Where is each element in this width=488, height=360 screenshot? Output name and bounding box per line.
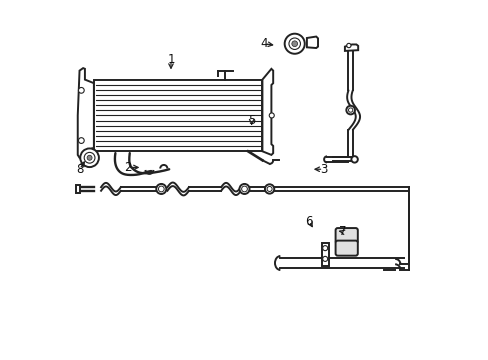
Polygon shape <box>306 37 317 48</box>
Circle shape <box>284 34 304 54</box>
Bar <box>94 80 262 151</box>
Text: 3: 3 <box>319 163 326 176</box>
Circle shape <box>346 106 354 114</box>
Bar <box>76 185 80 193</box>
Circle shape <box>80 148 99 167</box>
Circle shape <box>156 184 166 194</box>
Circle shape <box>87 155 92 160</box>
Text: 7: 7 <box>339 225 346 238</box>
Circle shape <box>348 108 352 112</box>
Text: 5: 5 <box>247 114 255 127</box>
Circle shape <box>346 43 350 48</box>
Text: 2: 2 <box>124 161 131 174</box>
Circle shape <box>291 41 297 46</box>
Circle shape <box>78 87 84 93</box>
Circle shape <box>78 138 84 143</box>
Polygon shape <box>78 68 94 158</box>
Polygon shape <box>262 69 273 155</box>
Text: 6: 6 <box>305 215 312 228</box>
Circle shape <box>158 186 164 192</box>
Circle shape <box>239 184 249 194</box>
Text: 4: 4 <box>260 37 267 50</box>
Text: 8: 8 <box>76 163 83 176</box>
FancyBboxPatch shape <box>335 240 357 256</box>
Text: 1: 1 <box>167 53 174 66</box>
Circle shape <box>322 256 327 261</box>
Circle shape <box>269 113 274 118</box>
FancyBboxPatch shape <box>335 228 357 243</box>
Circle shape <box>288 38 300 49</box>
Circle shape <box>84 152 95 163</box>
Circle shape <box>264 184 274 194</box>
Circle shape <box>241 186 247 192</box>
Circle shape <box>322 246 327 251</box>
Circle shape <box>351 156 357 163</box>
Bar <box>321 243 328 266</box>
Circle shape <box>266 186 271 192</box>
Polygon shape <box>344 44 357 51</box>
